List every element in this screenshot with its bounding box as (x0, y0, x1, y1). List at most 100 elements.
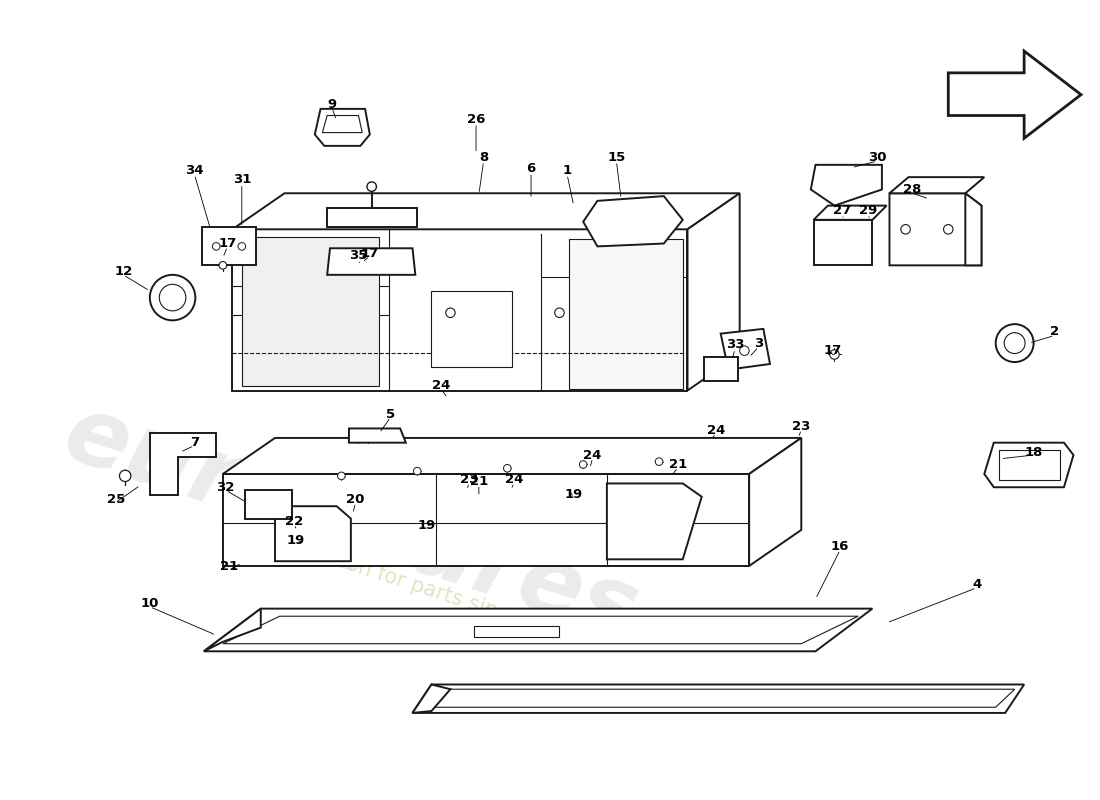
Circle shape (996, 324, 1034, 362)
Polygon shape (720, 329, 770, 370)
Polygon shape (150, 433, 217, 495)
Text: 25: 25 (107, 493, 124, 506)
Polygon shape (232, 230, 688, 390)
Circle shape (212, 242, 220, 250)
Circle shape (901, 225, 911, 234)
Polygon shape (223, 474, 749, 566)
Text: 5: 5 (386, 408, 395, 421)
Circle shape (414, 467, 421, 475)
Polygon shape (749, 438, 801, 566)
Polygon shape (569, 238, 683, 389)
Text: 23: 23 (792, 420, 811, 433)
Polygon shape (704, 358, 738, 381)
Circle shape (160, 284, 186, 311)
Text: 15: 15 (607, 150, 626, 164)
Polygon shape (966, 194, 981, 266)
Polygon shape (327, 248, 416, 275)
Polygon shape (890, 177, 984, 194)
Polygon shape (984, 442, 1074, 487)
Text: 2: 2 (1049, 326, 1059, 338)
Text: 30: 30 (868, 150, 887, 164)
Text: 35: 35 (350, 250, 367, 262)
Text: 27: 27 (833, 204, 851, 217)
Polygon shape (349, 429, 406, 442)
Circle shape (944, 225, 953, 234)
Text: 12: 12 (114, 266, 132, 278)
Text: 24: 24 (583, 449, 602, 462)
Text: eurospares: eurospares (53, 387, 649, 659)
Circle shape (580, 461, 587, 468)
Polygon shape (412, 685, 1024, 713)
Text: 19: 19 (418, 518, 436, 532)
Polygon shape (607, 483, 702, 559)
Circle shape (1004, 333, 1025, 354)
Circle shape (367, 182, 376, 191)
Polygon shape (431, 291, 513, 367)
Text: 17: 17 (219, 237, 236, 250)
Text: 21: 21 (220, 560, 239, 574)
Text: 8: 8 (478, 150, 488, 164)
Text: a passion for parts since 1965: a passion for parts since 1965 (274, 531, 580, 648)
Polygon shape (814, 220, 872, 266)
Polygon shape (223, 438, 801, 474)
Text: 19: 19 (564, 488, 583, 502)
Polygon shape (890, 194, 981, 266)
Polygon shape (412, 685, 450, 713)
Polygon shape (204, 609, 872, 651)
Polygon shape (315, 109, 370, 146)
Text: 3: 3 (754, 337, 763, 350)
Text: 24: 24 (707, 424, 725, 437)
Text: 28: 28 (903, 183, 922, 196)
Circle shape (346, 257, 355, 266)
Text: 22: 22 (285, 515, 304, 528)
Text: 21: 21 (669, 458, 688, 471)
Polygon shape (322, 115, 362, 133)
Text: 4: 4 (972, 578, 981, 591)
Text: 32: 32 (217, 481, 235, 494)
Circle shape (554, 308, 564, 318)
Circle shape (338, 472, 345, 480)
Polygon shape (242, 237, 380, 386)
Text: 17: 17 (361, 246, 379, 259)
Text: 18: 18 (1024, 446, 1043, 458)
Circle shape (382, 257, 392, 266)
Circle shape (120, 470, 131, 482)
Polygon shape (275, 506, 351, 562)
Text: 9: 9 (328, 98, 337, 110)
Circle shape (739, 346, 749, 355)
Text: 1: 1 (562, 164, 572, 177)
Text: 17: 17 (824, 344, 842, 357)
Text: 7: 7 (190, 436, 199, 449)
Circle shape (829, 350, 839, 359)
Polygon shape (204, 609, 261, 651)
Text: 26: 26 (466, 113, 485, 126)
Text: 21: 21 (470, 475, 488, 488)
Circle shape (238, 242, 245, 250)
Text: 24: 24 (505, 473, 524, 486)
Text: 16: 16 (830, 541, 849, 554)
Polygon shape (327, 209, 417, 227)
Text: 34: 34 (185, 164, 204, 177)
Text: 20: 20 (346, 493, 365, 506)
Polygon shape (688, 194, 739, 390)
Text: 24: 24 (432, 379, 450, 392)
Polygon shape (244, 490, 293, 518)
Text: 10: 10 (141, 598, 160, 610)
Polygon shape (232, 194, 739, 230)
Circle shape (150, 275, 196, 320)
Polygon shape (474, 626, 560, 637)
Text: 23: 23 (460, 473, 478, 486)
Polygon shape (811, 165, 882, 206)
Polygon shape (202, 227, 256, 266)
Text: 31: 31 (232, 174, 251, 186)
Circle shape (446, 308, 455, 318)
Polygon shape (814, 206, 887, 220)
Text: 29: 29 (858, 204, 877, 217)
Text: 6: 6 (527, 162, 536, 175)
Circle shape (219, 262, 227, 269)
Circle shape (504, 465, 512, 472)
Text: 19: 19 (287, 534, 305, 547)
Text: 33: 33 (726, 338, 745, 351)
Polygon shape (583, 196, 683, 246)
Circle shape (656, 458, 663, 466)
